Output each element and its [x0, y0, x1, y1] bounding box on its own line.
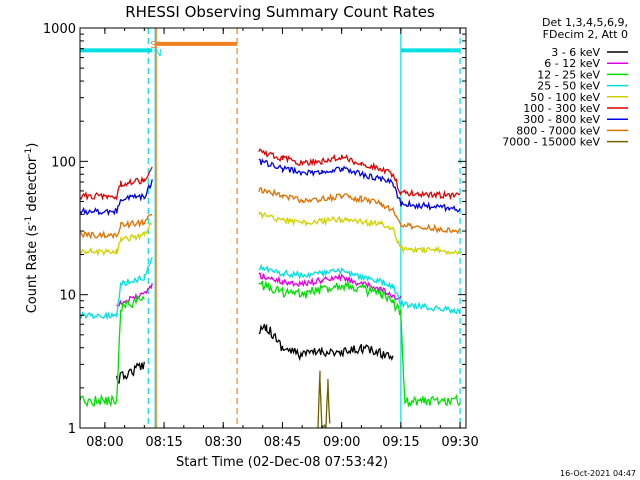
series-line-6-0 [80, 179, 153, 217]
y-axis-label-superscript: -1 [24, 148, 34, 157]
legend-label-4: 50 - 100 keV [530, 91, 600, 104]
series-line-6-1 [258, 158, 461, 213]
series-line-0-0 [116, 361, 145, 384]
series-line-3-1 [258, 263, 461, 315]
x-tick-label-0: 08:00 [86, 435, 123, 450]
series-layer [80, 148, 461, 428]
legend-label-2: 12 - 25 keV [537, 68, 600, 81]
footer-timestamp: 16-Oct-2021 04:47 [560, 469, 636, 478]
series-8 [317, 370, 331, 428]
series-line-8-0 [317, 370, 331, 428]
legend-header-0: Det 1,3,4,5,6,9, [542, 16, 628, 29]
y-axis-label-superscript: -1 [24, 216, 34, 225]
y-axis-label-part: detector [25, 156, 40, 216]
y-axis-label-part: Count Rate (s [25, 225, 40, 314]
y-tick-label-2: 100 [51, 155, 76, 170]
series-line-5-0 [80, 166, 153, 202]
legend-label-0: 3 - 6 keV [551, 46, 600, 59]
axis-layer: 08:00 08:15 08:30 08:45 09:00 09:15 09:30 1 10 10… [43, 22, 479, 450]
chart-title: RHESSI Observing Summary Count Rates [125, 3, 435, 21]
series-line-4-0 [80, 221, 153, 257]
y-tick-label-0: 1 [68, 422, 76, 437]
legend-label-1: 6 - 12 keV [544, 57, 600, 70]
x-tick-label-4: 09:00 [323, 435, 360, 450]
legend-label-5: 100 - 300 keV [523, 102, 600, 115]
series-7 [80, 186, 461, 240]
y-axis-label-part: ) [25, 143, 40, 148]
series-line-5-1 [258, 148, 461, 201]
legend-header-1: FDecim 2, Att 0 [543, 28, 628, 41]
series-line-4-1 [258, 211, 461, 256]
series-line-7-1 [258, 186, 461, 235]
legend-label-8: 7000 - 15000 keV [502, 136, 600, 149]
x-tick-label-2: 08:30 [205, 435, 242, 450]
series-line-1-1 [258, 272, 402, 300]
y-tick-label-1: 10 [59, 289, 76, 304]
marker-label-s: S [150, 40, 156, 51]
legend: Det 1,3,4,5,6,9,FDecim 2, Att 0 3 - 6 keV… [502, 16, 628, 149]
legend-label-6: 300 - 800 keV [523, 113, 600, 126]
series-5 [80, 148, 461, 202]
series-line-2-0 [80, 295, 145, 408]
legend-label-7: 800 - 7000 keV [516, 124, 600, 137]
x-tick-label-5: 09:15 [382, 435, 419, 450]
y-axis-label: Count Rate (s-1 detector-1) [24, 143, 40, 314]
series-line-7-0 [80, 213, 153, 240]
series-6 [80, 158, 461, 217]
series-3 [80, 256, 461, 321]
series-2 [80, 280, 461, 408]
series-line-3-0 [80, 256, 153, 321]
x-tick-label-1: 08:15 [145, 435, 182, 450]
series-line-2-1 [258, 280, 461, 408]
series-line-0-1 [258, 323, 394, 362]
x-axis-label: Start Time (02-Dec-08 07:53:42) [176, 455, 388, 470]
annotation-layer: SN [80, 28, 461, 428]
series-line-1-0 [116, 283, 153, 308]
series-0 [116, 323, 394, 384]
legend-label-3: 25 - 50 keV [537, 80, 600, 93]
x-tick-label-3: 08:45 [264, 435, 301, 450]
x-tick-label-6: 09:30 [441, 435, 478, 450]
marker-label-n: N [154, 48, 161, 59]
series-4 [80, 211, 461, 257]
y-tick-label-3: 1000 [43, 22, 76, 37]
plot-frame [79, 27, 467, 429]
